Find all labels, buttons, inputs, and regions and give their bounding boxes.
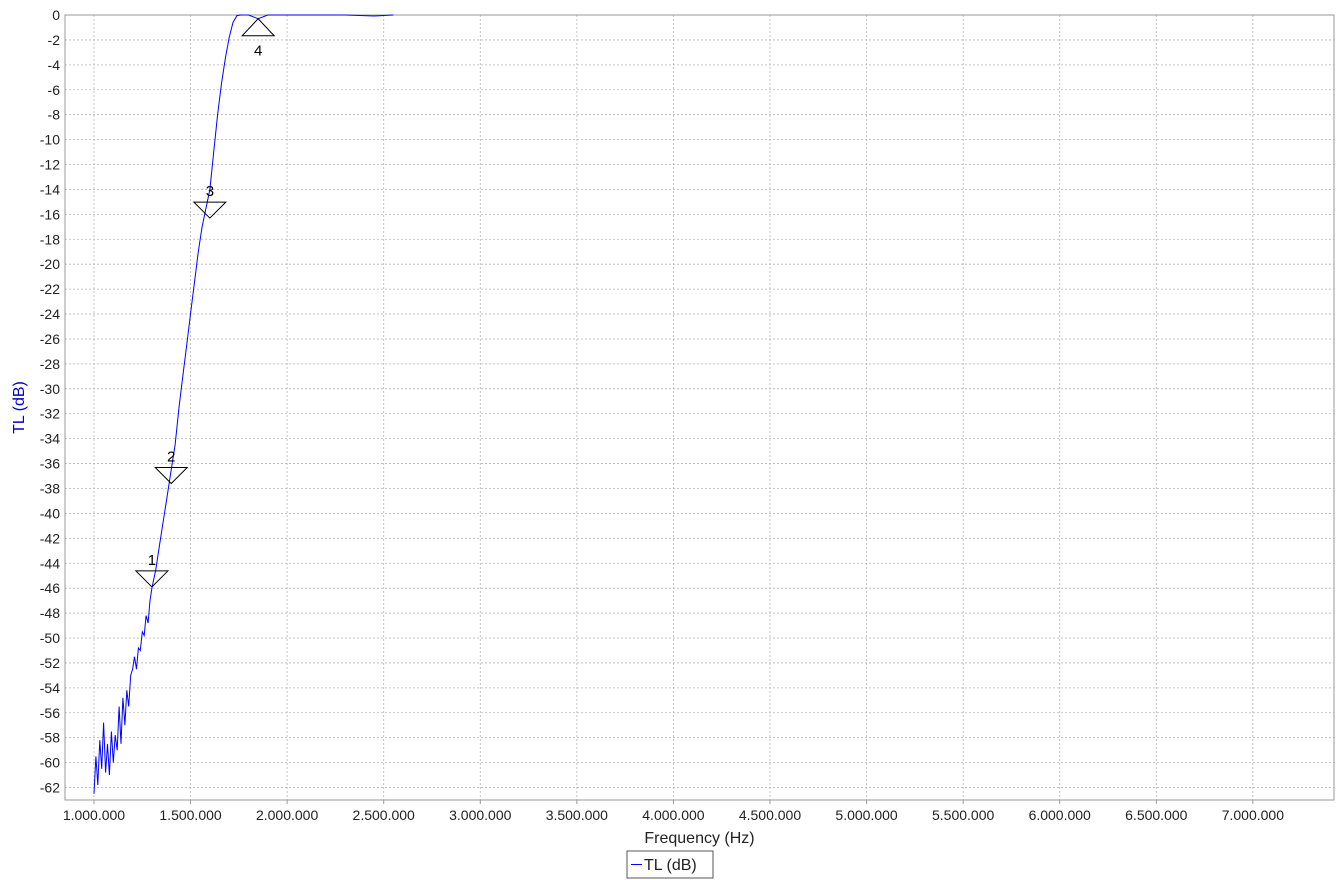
x-tick-label: 4.000.000 [642, 807, 704, 823]
x-tick-label: 5.000.000 [835, 807, 897, 823]
y-tick-label: -54 [40, 680, 60, 696]
y-tick-label: -48 [40, 605, 60, 621]
x-tick-label: 4.500.000 [739, 807, 801, 823]
marker-label: 4 [254, 43, 262, 60]
series-line [94, 15, 393, 794]
marker-1[interactable] [136, 571, 168, 587]
y-tick-label: -30 [40, 381, 60, 397]
x-tick-label: 5.500.000 [932, 807, 994, 823]
x-tick-label: 3.000.000 [449, 807, 511, 823]
x-tick-label: 3.500.000 [546, 807, 608, 823]
y-tick-label: -22 [40, 281, 60, 297]
y-tick-label: -16 [40, 206, 60, 222]
y-tick-label: -52 [40, 655, 60, 671]
y-tick-label: -60 [40, 755, 60, 771]
x-tick-labels: 1.000.000 1.500.000 2.000.000 2.500.000 3.00… [63, 807, 1284, 823]
plot-frame [65, 15, 1334, 800]
marker-label: 3 [206, 183, 214, 200]
y-tick-label: -50 [40, 630, 60, 646]
y-tick-label: -6 [48, 82, 61, 98]
y-tick-label: -42 [40, 530, 60, 546]
marker-4[interactable] [242, 19, 274, 36]
y-tick-label: -62 [40, 780, 60, 796]
series [94, 15, 393, 794]
y-tick-label: -32 [40, 406, 60, 422]
y-tick-label: -26 [40, 331, 60, 347]
x-tick-label: 6.500.000 [1125, 807, 1187, 823]
y-tick-label: -2 [48, 32, 61, 48]
y-tick-label: -36 [40, 456, 60, 472]
x-tick-label: 7.000.000 [1222, 807, 1284, 823]
y-tick-label: -28 [40, 356, 60, 372]
y-tick-label: -46 [40, 580, 60, 596]
x-tick-label: 6.000.000 [1029, 807, 1091, 823]
y-tick-label: -8 [48, 107, 61, 123]
y-tick-label: -40 [40, 505, 60, 521]
x-axis-title: Frequency (Hz) [644, 830, 754, 847]
y-tick-label: -58 [40, 730, 60, 746]
y-tick-labels: 0 -2 -4 -6 -8 -10 -12 -14 -16 -18 -20 -22 -24 -26 -28 -… [40, 7, 60, 796]
x-tick-label: 2.500.000 [353, 807, 415, 823]
y-tick-label: -14 [40, 181, 60, 197]
x-tick-label: 2.000.000 [256, 807, 318, 823]
y-tick-label: -56 [40, 705, 60, 721]
y-tick-label: -38 [40, 480, 60, 496]
grid [65, 15, 1334, 804]
y-tick-label: -18 [40, 231, 60, 247]
marker-label: 1 [148, 552, 156, 569]
markers: 1 2 3 4 [136, 19, 274, 587]
y-tick-label: -24 [40, 306, 60, 322]
marker-3[interactable] [194, 202, 226, 218]
y-tick-label: -20 [40, 256, 60, 272]
y-tick-label: -34 [40, 431, 60, 447]
y-tick-label: -10 [40, 132, 60, 148]
y-tick-label: -12 [40, 157, 60, 173]
legend[interactable]: TL (dB) [627, 851, 713, 878]
marker-label: 2 [167, 449, 175, 466]
y-tick-label: 0 [52, 7, 60, 23]
x-tick-label: 1.500.000 [159, 807, 221, 823]
legend-label: TL (dB) [644, 857, 697, 874]
y-tick-label: -4 [48, 57, 61, 73]
y-tick-label: -44 [40, 555, 60, 571]
y-axis-title: TL (dB) [11, 381, 28, 434]
x-tick-label: 1.000.000 [63, 807, 125, 823]
